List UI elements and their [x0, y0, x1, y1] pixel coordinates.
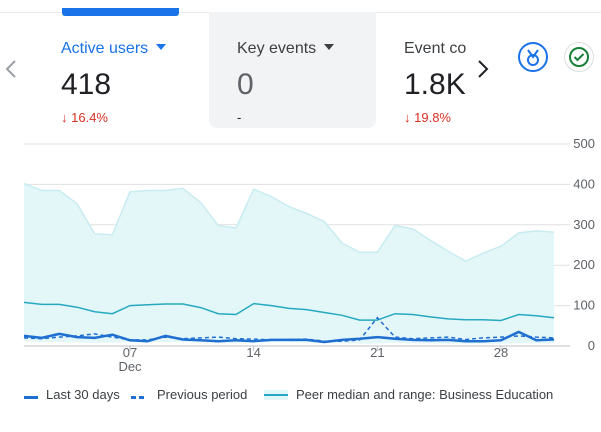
- x-tick-label: 07: [123, 345, 137, 360]
- legend-item-current[interactable]: Last 30 days: [24, 387, 120, 403]
- metric-change: ↓ 19.8%: [404, 110, 451, 125]
- metric-card-key-events[interactable]: Key events 0 -: [209, 12, 376, 128]
- y-tick-label: 400: [573, 176, 595, 191]
- metric-value: 418: [61, 68, 112, 101]
- metric-label[interactable]: Active users: [61, 40, 167, 58]
- legend-item-previous[interactable]: Previous period: [131, 387, 247, 403]
- metric-change: -: [237, 110, 242, 125]
- insights-medal-icon[interactable]: [518, 42, 548, 72]
- active-card-indicator: [62, 8, 179, 16]
- metric-change: ↓ 16.4%: [61, 110, 108, 125]
- x-tick-label: 28: [494, 345, 508, 360]
- dashed-line-swatch: [131, 388, 149, 403]
- dropdown-caret-icon: [324, 44, 335, 50]
- last-30-days-line: [23, 330, 555, 344]
- legend-item-peer[interactable]: Peer median and range: Business Educatio…: [264, 387, 553, 403]
- y-tick-label: 200: [573, 257, 595, 272]
- y-tick-label: 300: [573, 217, 595, 232]
- metric-card-event-count[interactable]: Event co 1.8K ↓ 19.8%: [376, 12, 470, 128]
- solid-line-swatch: [24, 388, 38, 403]
- metric-label[interactable]: Event co: [404, 40, 467, 57]
- arrow-down-icon: ↓: [404, 110, 415, 125]
- x-tick-label: 14: [246, 345, 260, 360]
- y-tick-label: 100: [573, 298, 595, 313]
- peer-range-upper-edge: [23, 182, 555, 263]
- chevron-left-icon[interactable]: [4, 58, 18, 87]
- x-tick-label: 21: [370, 345, 384, 360]
- band-swatch: [264, 388, 288, 403]
- y-tick-label: 0: [588, 338, 595, 353]
- metric-value: 0: [237, 68, 254, 101]
- y-tick-label: 500: [573, 136, 595, 151]
- x-tick-sublabel: Dec: [118, 359, 142, 374]
- peer-median-line: [23, 301, 555, 322]
- chevron-right-icon[interactable]: [476, 58, 490, 87]
- dropdown-caret-icon: [156, 44, 167, 50]
- arrow-down-icon: ↓: [61, 110, 72, 125]
- peer-range-band: [24, 183, 554, 344]
- metric-card-active-users[interactable]: Active users 418 ↓ 16.4%: [40, 12, 190, 128]
- check-circle-icon[interactable]: [564, 42, 594, 72]
- metric-label[interactable]: Key events: [237, 40, 335, 58]
- metric-value: 1.8K: [404, 68, 466, 101]
